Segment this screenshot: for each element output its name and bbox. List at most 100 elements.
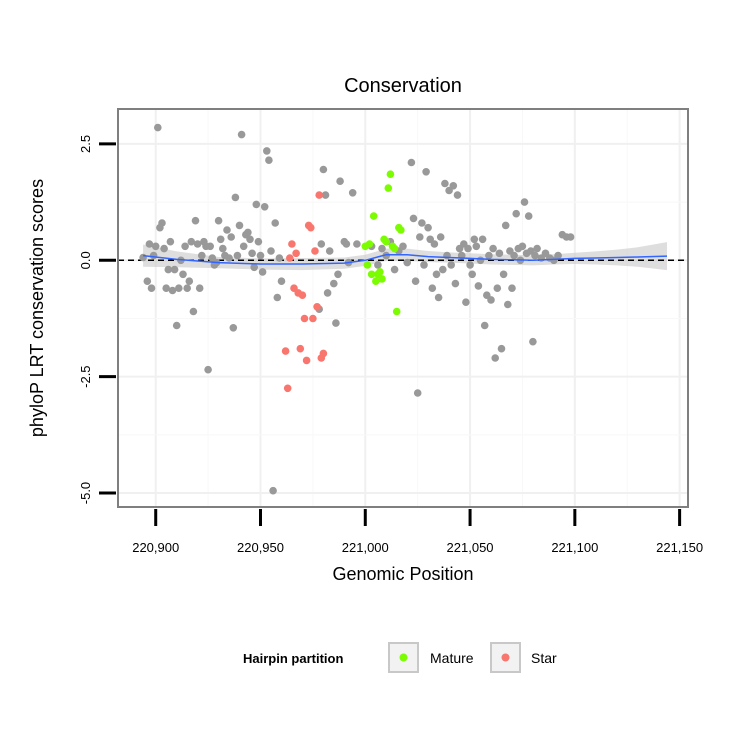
point-mature (376, 268, 384, 276)
point-other (250, 263, 258, 272)
point-other (439, 265, 447, 274)
point-other (330, 279, 338, 288)
point-other (216, 235, 225, 244)
point-other (149, 251, 158, 260)
x-axis: 220,900 220,950 221,000 221,050 221,100 221,1… (132, 509, 703, 555)
point-other (235, 221, 244, 230)
point-star (298, 291, 307, 300)
point-other (495, 249, 504, 258)
point-other (407, 158, 416, 167)
point-other (499, 270, 508, 279)
point-other (206, 242, 214, 251)
point-other (323, 289, 332, 297)
point-star (286, 254, 294, 262)
point-other (183, 284, 191, 293)
grid (118, 109, 688, 507)
point-other (447, 261, 456, 269)
point-other (170, 265, 179, 274)
point-other (466, 261, 474, 269)
point-other (179, 270, 187, 279)
legend: Hairpin partition Mature Star (243, 642, 557, 673)
point-other (225, 254, 233, 262)
point-other (254, 237, 263, 246)
point-other (319, 165, 328, 174)
point-other (353, 240, 361, 248)
data-points (139, 123, 575, 495)
point-star (302, 356, 311, 365)
point-mature (372, 277, 380, 286)
point-other (533, 244, 541, 253)
point-other (374, 261, 382, 269)
point-other (512, 209, 520, 218)
point-other (480, 321, 489, 330)
point-star (309, 314, 317, 323)
point-other (267, 247, 275, 255)
plot-area (117, 108, 689, 508)
point-other (185, 277, 194, 286)
point-other (531, 251, 539, 260)
point-star (296, 344, 305, 353)
point-other (164, 265, 173, 274)
y-tick-label: -5.0 (78, 482, 93, 504)
point-other (462, 298, 470, 307)
point-other (529, 337, 537, 346)
point-mature (390, 244, 399, 253)
legend-label-mature: Mature (430, 650, 474, 666)
point-other (348, 189, 357, 197)
point-other (472, 242, 481, 251)
point-star (315, 191, 324, 199)
point-other (260, 203, 269, 211)
point-other (485, 251, 493, 260)
point-star (292, 249, 300, 258)
x-tick-label: 221,000 (342, 540, 389, 555)
point-other (382, 251, 391, 260)
point-other (158, 219, 166, 227)
legend-title: Hairpin partition (243, 651, 343, 666)
point-other (147, 284, 156, 293)
point-other (409, 214, 418, 223)
point-star (307, 223, 315, 232)
chart-title: Conservation (344, 75, 462, 97)
x-tick-label: 220,950 (237, 540, 284, 555)
legend-swatch-mature (399, 653, 408, 662)
point-other (139, 253, 147, 262)
point-other (474, 282, 483, 290)
point-other (342, 240, 351, 248)
point-other (204, 365, 212, 374)
point-star (319, 349, 328, 358)
point-other (416, 233, 424, 241)
point-other (470, 235, 479, 244)
point-star (313, 303, 321, 311)
point-mature (382, 237, 391, 246)
point-mature (397, 226, 405, 234)
point-other (160, 244, 168, 253)
point-other (187, 237, 196, 246)
point-other (271, 219, 280, 227)
point-other (411, 277, 420, 286)
point-star (288, 240, 296, 248)
point-other (229, 324, 238, 332)
point-other (334, 270, 342, 279)
y-axis: -5.0 -2.5 0.0 2.5 (78, 135, 116, 504)
point-other (453, 191, 462, 199)
smooth-confidence-band (143, 242, 668, 271)
point-other (520, 198, 529, 206)
point-other (273, 293, 282, 302)
y-tick-label: 0.0 (78, 251, 93, 269)
point-mature (365, 240, 374, 248)
x-tick-label: 221,150 (656, 540, 703, 555)
point-other (566, 233, 575, 241)
point-other (181, 242, 189, 251)
point-other (168, 286, 177, 295)
point-other (441, 179, 449, 188)
point-other (434, 293, 443, 302)
point-other (399, 242, 407, 251)
point-other (449, 182, 458, 190)
point-other (489, 244, 497, 253)
point-other (233, 251, 242, 260)
point-other (510, 251, 518, 260)
point-mature (392, 307, 401, 316)
point-other (154, 123, 162, 132)
point-other (325, 247, 334, 255)
point-other (524, 212, 533, 220)
